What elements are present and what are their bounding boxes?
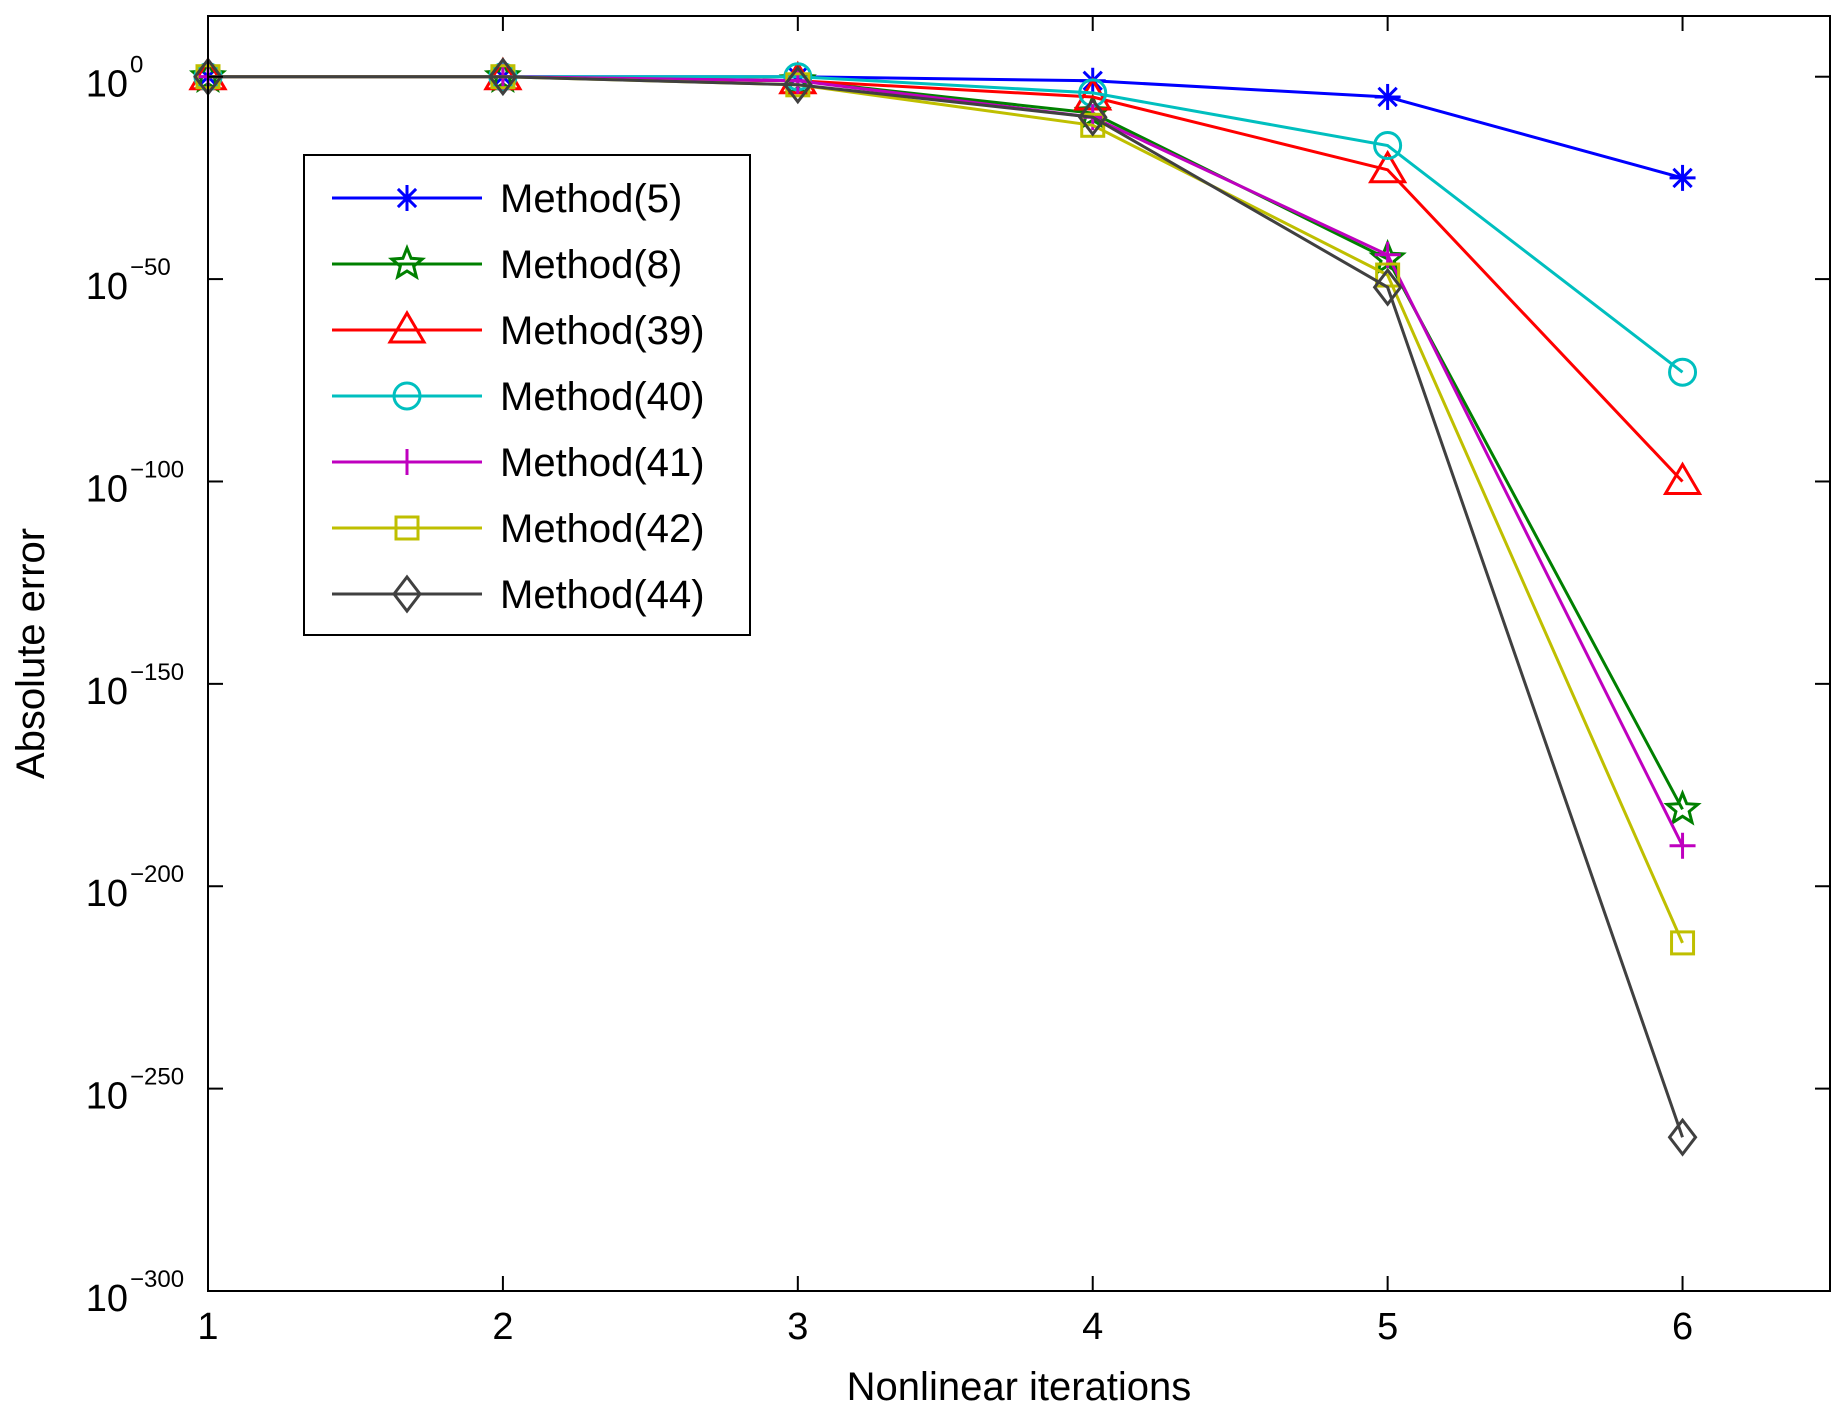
legend-marker — [394, 515, 420, 541]
legend-label: Method(5) — [500, 177, 682, 221]
data-point — [1667, 1117, 1698, 1157]
y-tick-exponent: −100 — [130, 456, 184, 483]
legend-label: Method(8) — [500, 243, 682, 287]
data-point — [1669, 164, 1696, 191]
data-point — [1374, 83, 1401, 110]
y-tick-exponent: 0 — [130, 52, 143, 79]
x-tick-label: 5 — [1377, 1306, 1398, 1348]
data-point — [1670, 930, 1696, 956]
data-point — [488, 57, 518, 97]
series-layer — [188, 56, 1703, 1157]
y-tick-label: 10 — [86, 671, 128, 713]
y-tick-exponent: −200 — [130, 861, 184, 888]
legend-entry: Method(8) — [332, 243, 682, 287]
legend-label: Method(41) — [500, 441, 705, 485]
y-tick-exponent: −250 — [130, 1064, 184, 1091]
legend-marker — [394, 185, 420, 211]
legend-entry: Method(42) — [332, 507, 705, 551]
legend-marker — [392, 381, 422, 411]
legend-entry: Method(41) — [332, 441, 705, 485]
legend-label: Method(39) — [500, 309, 705, 353]
y-axis-title: Absolute error — [9, 528, 53, 779]
data-point — [1372, 267, 1403, 307]
x-axis-title: Nonlinear iterations — [847, 1365, 1192, 1409]
y-tick-exponent: −300 — [130, 1266, 184, 1293]
data-point — [1669, 832, 1696, 859]
legend-marker — [387, 243, 427, 281]
data-point — [1668, 357, 1698, 387]
legend-label: Method(40) — [500, 375, 705, 419]
legend-entry: Method(40) — [332, 375, 705, 419]
legend-marker — [387, 310, 427, 344]
legend-entry: Method(44) — [332, 573, 705, 617]
data-point — [1368, 149, 1408, 184]
legend-label: Method(42) — [500, 507, 705, 551]
data-point — [1373, 131, 1403, 161]
series-method-44 — [193, 57, 1698, 1157]
data-point — [782, 65, 813, 105]
legend-label: Method(44) — [500, 573, 705, 617]
y-tick-exponent: −150 — [130, 659, 184, 686]
y-tick-label: 10 — [86, 1278, 128, 1320]
legend: Method(5) Method(8) Method(39) Method(40) Me… — [303, 154, 751, 636]
legend-entry: Method(5) — [332, 177, 682, 221]
y-tick-label: 10 — [86, 64, 128, 106]
x-tick-label: 4 — [1082, 1306, 1103, 1348]
y-tick-label: 10 — [86, 873, 128, 915]
series-line — [208, 75, 1684, 1138]
x-tick-label: 2 — [492, 1306, 513, 1348]
y-tick-label: 10 — [86, 1076, 128, 1118]
y-tick-label: 10 — [86, 266, 128, 308]
x-tick-label: 1 — [197, 1306, 218, 1348]
legend-marker — [392, 574, 422, 614]
data-point — [1077, 97, 1108, 137]
data-point — [1662, 461, 1703, 495]
x-tick-label: 3 — [787, 1306, 808, 1348]
data-point — [1663, 789, 1702, 826]
plot-area-frame — [207, 15, 1831, 1292]
y-tick-label: 10 — [86, 468, 128, 510]
y-tick-exponent: −50 — [130, 254, 171, 281]
x-tick-label: 6 — [1672, 1306, 1693, 1348]
legend-entry: Method(39) — [332, 309, 705, 353]
legend-marker — [394, 449, 420, 475]
